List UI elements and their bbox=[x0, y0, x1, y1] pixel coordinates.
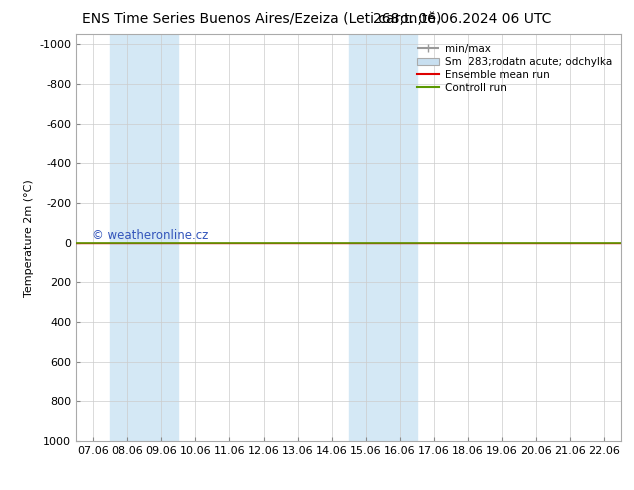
Y-axis label: Temperature 2m (°C): Temperature 2m (°C) bbox=[23, 179, 34, 296]
Legend: min/max, Sm  283;rodatn acute; odchylka, Ensemble mean run, Controll run: min/max, Sm 283;rodatn acute; odchylka, … bbox=[412, 40, 616, 97]
Bar bbox=[110, 34, 178, 441]
Text: © weatheronline.cz: © weatheronline.cz bbox=[93, 229, 209, 242]
Text: 268;t. 06.06.2024 06 UTC: 268;t. 06.06.2024 06 UTC bbox=[373, 12, 552, 26]
Bar bbox=[349, 34, 417, 441]
Text: ENS Time Series Buenos Aires/Ezeiza (Leti caron;tě): ENS Time Series Buenos Aires/Ezeiza (Let… bbox=[82, 12, 442, 26]
